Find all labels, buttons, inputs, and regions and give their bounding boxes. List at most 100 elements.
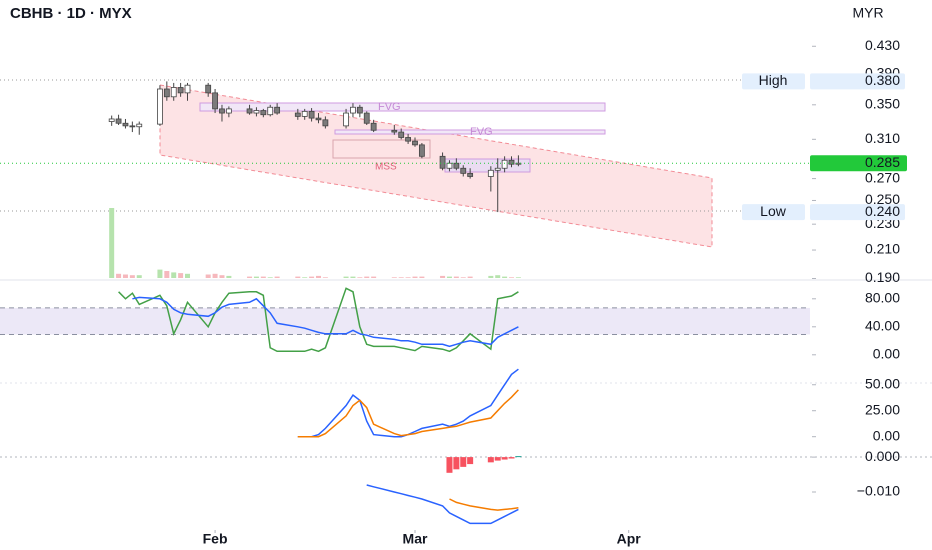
volume-bar [253,276,259,278]
candle-body [170,87,177,98]
candle-body [508,159,515,165]
y-tick-label: 0.250 [865,191,900,207]
volume-bar [364,276,370,278]
volume-bar [391,277,397,278]
volume-bar [509,277,515,278]
candle-body [184,84,191,94]
x-tick-label: Mar [403,531,428,547]
candle-body [418,144,425,157]
line [132,296,519,348]
volume-bar [453,276,459,278]
candle-body [115,118,122,124]
volume-bar [405,277,411,278]
histogram-bar [515,456,522,458]
y-tick-label: 25.00 [865,401,900,417]
volume-bar [247,276,253,278]
volume-bar [260,276,266,278]
y-tick-label: 0.270 [865,169,900,185]
histogram-bar [487,457,494,463]
candle-body [501,159,508,169]
last-price-label: 0.285 [865,154,900,170]
candle-body [356,106,363,114]
y-tick-label: 0.310 [865,130,900,146]
fvg-box [199,102,606,112]
volume-bar [419,276,425,278]
volume-bar [219,275,225,278]
y-tick-label: 0.210 [865,241,900,257]
volume-bar [398,277,404,278]
candle-body [370,122,377,131]
chart-title: CBHB · 1D · MYX [10,5,132,22]
line [449,498,519,511]
volume-bar [164,271,170,278]
marker-value: 0.240 [865,203,900,219]
volume-bar [178,273,184,278]
histogram-bar [501,457,508,460]
annotation: FVG [470,126,493,138]
candle-body [136,123,143,128]
candle-body [246,108,253,114]
histogram-bar [460,457,467,467]
volume-bar [109,208,115,278]
histogram-bar [453,457,460,470]
volume-bar [116,273,122,278]
mss-box [332,139,431,159]
y-tick-label: 0.00 [873,346,900,362]
volume-bar [295,276,301,278]
volume-bar [157,269,163,278]
y-tick-label: −0.010 [857,483,900,499]
candle-body [274,106,281,114]
volume-bar [343,276,349,278]
candle-body [322,119,329,127]
candle-body [225,108,232,114]
candle-body [267,106,274,116]
volume-bar [350,276,356,278]
candle-body [205,84,212,94]
candle-body [343,112,349,127]
candle-body [405,137,412,142]
channel [159,84,713,248]
volume-bar [171,272,177,278]
volume-bar [205,274,211,278]
candle-body [439,155,446,169]
y-tick-label: 0.430 [865,37,900,53]
candle-body [219,108,225,114]
annotation: FVG [378,101,401,113]
volume-bar [185,273,191,278]
marker-label: Low [760,203,787,219]
candle-body [163,88,170,98]
volume-bar [488,275,494,278]
marker-badge [742,204,805,221]
y-tick-label: 50.00 [865,375,900,391]
candle-body [301,110,308,117]
candle-body [487,169,494,177]
y-tick-label: 0.350 [865,96,900,112]
candle-body [294,112,301,117]
last-price-badge [810,155,907,172]
marker-label: High [759,72,788,88]
marker-badge [742,73,805,90]
candle-body [412,140,418,146]
volume-bar [495,275,501,278]
candle-body [398,131,405,138]
candle-body [460,167,467,174]
volume-bar [309,276,315,278]
line [297,389,519,438]
volume-bar [446,276,452,278]
candle-body [253,110,260,114]
candle-body [467,172,474,177]
volume-bar [267,277,273,278]
x-tick-label: Apr [617,531,642,547]
volume-bar [274,276,280,278]
candle-body [108,118,115,122]
marker-value: 0.380 [865,72,900,88]
histogram-bar [446,457,453,473]
histogram-bar [467,457,474,465]
volume-bar [440,275,446,278]
histogram-bar [494,457,501,461]
line [118,287,519,353]
volume-bar [226,275,232,278]
candle-body [391,129,398,133]
volume-bar [315,275,321,278]
